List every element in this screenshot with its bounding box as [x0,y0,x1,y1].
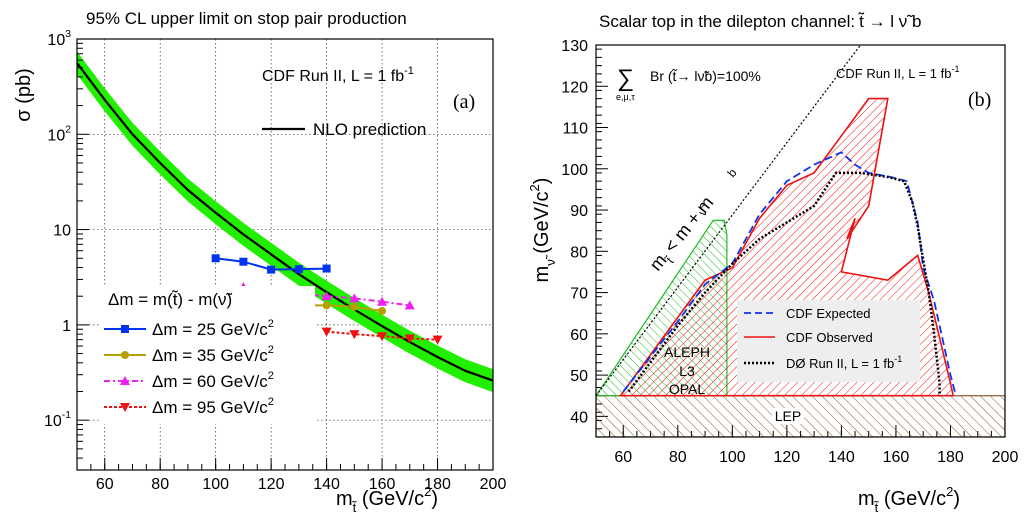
chart-b-ytick-label: 90 [570,203,588,220]
legend-a-label-dm35: Δm = 35 GeV/c2 [152,344,274,365]
nlo-uncertainty-band [77,51,493,393]
chart-a-experiment-label: CDF Run II, L = 1 fb-1 [262,65,414,85]
chart-b-ytick-label: 130 [561,38,588,55]
series-dm25-point [239,257,248,266]
series-dm60-point [377,296,388,306]
chart-a-xtick-label: 200 [480,476,507,493]
series-dm35-point [350,302,359,311]
legend-b-d0-label: DØ Run II, L = 1 fb-1 [786,354,902,371]
legend-a-title: Δm = m(t̃) - m(ν̃) [108,290,233,309]
chart-b-xtick-label: 120 [774,449,801,466]
series-dm95-point [377,332,388,342]
legend-b-expected-label: CDF Expected [786,306,871,321]
series-dm25-point [322,264,331,273]
legend-a-marker-dm95 [120,403,130,412]
chart-a-nlo-band-group [77,51,493,393]
legend-a-marker-dm25 [121,325,129,333]
lep-label: LEP [775,408,801,424]
legend-a-entries: Δm = 25 GeV/c2 Δm = 35 GeV/c2 Δm = 60 GeV/… [104,318,274,417]
series-dm25-point [211,254,220,263]
chart-b-ytick-label: 70 [570,286,588,303]
chart-a-ylabel: σ (pb) [13,68,35,121]
series-dm60-point [404,300,415,310]
chart-b-ylabel: mν̃ (GeV/c2) [527,178,558,283]
legend-a-label-dm25: Δm = 25 GeV/c2 [152,318,274,339]
aleph-label-line-1: ALEPH [664,344,710,360]
series-dm25-point [294,265,303,274]
legend-a-label-dm60: Δm = 60 GeV/c2 [152,370,274,391]
chart-b-experiment-label: CDF Run II, L = 1 fb-1 [836,64,960,81]
chart-b-ytick-label: 120 [561,79,588,96]
series-dm25-point [267,265,276,274]
legend-b-observed-label: CDF Observed [786,330,873,345]
chart-b-panel-label: (b) [968,89,991,111]
chart-a-title: 95% CL upper limit on stop pair producti… [86,9,407,28]
series-dm35-point [378,306,387,315]
series-dm35-point [322,301,331,310]
branching-sum-symbol: ∑ [617,65,634,92]
kinematic-label-sub-b: b [724,166,739,180]
chart-b-xtick-label: 100 [719,449,746,466]
chart-b-frame [595,44,1006,438]
legend-a-label-dm95: Δm = 95 GeV/c2 [152,396,274,417]
chart-b-xlabel: mt̃ (GeV/c2) [858,484,960,512]
chart-b-xtick-label: 160 [883,449,910,466]
panel-b: Scalar top in the dilepton channel: t̃ → … [527,12,1019,515]
series-dm95-point [404,334,415,344]
legend-a-marker-dm35 [121,351,129,359]
chart-a-xtick-label: 100 [202,476,229,493]
chart-a-xtick-label: 180 [424,476,451,493]
panel-a: 95% CL upper limit on stop pair producti… [13,9,506,515]
chart-a-ytick-label: 10 [53,223,71,240]
chart-a-xtick-label: 60 [96,476,114,493]
chart-b-xtick-label: 80 [669,449,687,466]
kinematic-limit-line [596,45,861,397]
series-dm60-point [321,291,332,301]
chart-a-xtick-label: 80 [151,476,169,493]
chart-b-xtick-label: 60 [614,449,632,466]
chart-b-ytick-label: 110 [562,121,588,138]
aleph-label-line-3: OPAL [669,381,706,397]
chart-b-ytick-label: 40 [570,409,588,426]
series-dm95-point [321,327,332,337]
chart-a-ytick-label: 10-1 [44,410,71,430]
chart-a-ytick-label: 1 [62,318,71,335]
chart-a-xtick-label: 160 [369,476,396,493]
chart-b-ytick-label: 100 [561,162,588,179]
cdf-expected-line [622,151,957,396]
branching-ratio-label: Br (t̃→ lν̃b)=100% [650,68,761,84]
chart-b-xtick-label: 140 [828,449,855,466]
series-dm95-point [349,330,360,340]
chart-a-xtick-label: 120 [258,476,285,493]
chart-a-panel-label: (a) [453,91,475,113]
series-dm95-point [432,335,443,345]
chart-b-ytick-label: 80 [570,244,588,261]
chart-a-ytick-label: 103 [47,29,71,49]
nlo-prediction-line [77,62,493,382]
chart-b-xtick-label: 180 [937,449,964,466]
chart-b-ytick-label: 50 [570,368,588,385]
nlo-legend-label: NLO prediction [313,120,426,139]
chart-b-xtick-label: 200 [992,449,1019,466]
d0-limit-line [627,171,941,396]
branching-sum-subscript: e,μ,τ [616,92,635,102]
series-dm60-point [349,293,360,303]
chart-b-title: Scalar top in the dilepton channel: t̃ → … [599,12,921,31]
chart-a-xlabel: mt̃ (GeV/c2) [336,484,438,512]
lep-label-background [772,408,804,424]
chart-b-ytick-label: 60 [570,327,588,344]
chart-a-xtick-label: 140 [313,476,340,493]
aleph-label-line-2: L3 [679,363,695,379]
legend-a-marker-dm60 [120,376,130,385]
chart-a-ytick-label: 102 [47,124,71,144]
